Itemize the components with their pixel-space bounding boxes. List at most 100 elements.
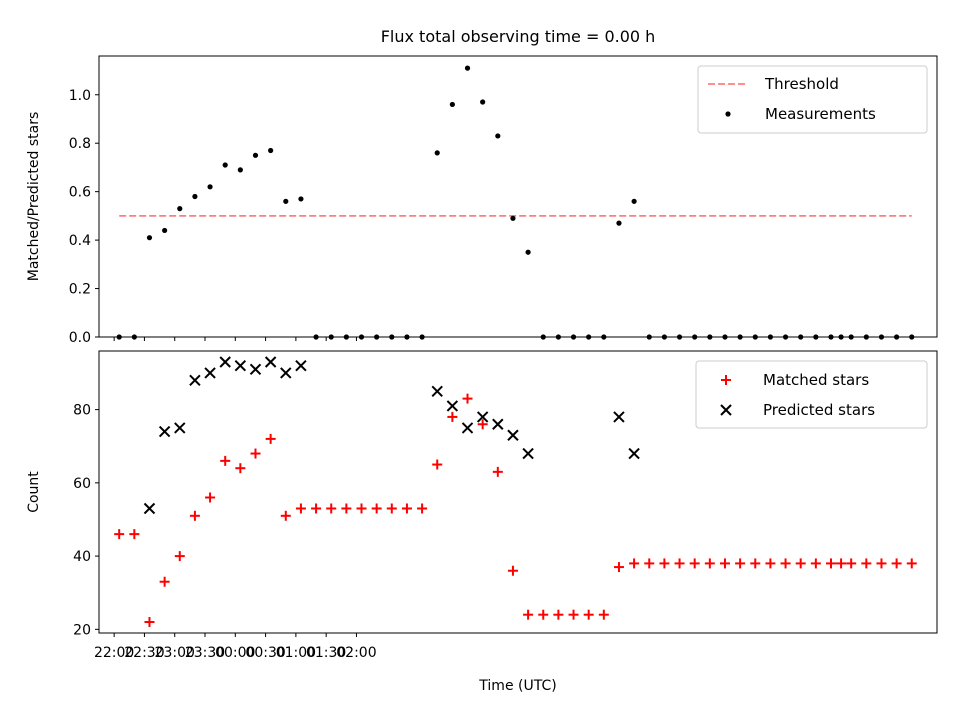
matched-point <box>583 609 594 620</box>
matched-point <box>735 558 746 569</box>
matched-point <box>432 459 443 470</box>
y-tick-label: 0.2 <box>69 282 91 298</box>
y-tick-label: 1.0 <box>69 88 91 104</box>
measurement-point <box>449 101 455 108</box>
predicted-point-b <box>158 425 171 438</box>
measurement-point <box>510 215 516 221</box>
x-tick-label: 23:30 <box>185 645 225 661</box>
predicted-point <box>476 411 489 423</box>
legend-predicted-label: Predicted stars <box>763 401 875 419</box>
predicted-point-b <box>461 422 474 434</box>
matched-point <box>836 558 847 569</box>
matched-point <box>568 609 579 620</box>
y-tick-label: 0.0 <box>69 330 91 346</box>
y-tick-label: 20 <box>73 622 91 638</box>
matched-point <box>205 492 216 503</box>
matched-point <box>462 393 473 404</box>
matched-point <box>719 558 730 569</box>
predicted-point <box>219 356 231 368</box>
matched-point <box>250 448 261 459</box>
legend-box <box>695 360 928 429</box>
y-tick-label: 60 <box>73 476 91 492</box>
matched-point <box>629 558 640 569</box>
measurement-point <box>525 249 531 255</box>
x-axis-label: Time (UTC) <box>478 678 556 694</box>
figure-title: Flux total observing time = 0.00 h <box>381 27 656 46</box>
measurement-point <box>162 227 168 234</box>
measurement-point <box>434 150 440 156</box>
predicted-point-b <box>264 356 277 368</box>
y-tick-label: 0.8 <box>69 136 91 152</box>
x-tick-label: 23:00 <box>155 645 195 661</box>
x-tick-label: 22:30 <box>124 645 164 661</box>
measurement-point <box>495 133 501 139</box>
matched-point <box>326 503 337 514</box>
matched-point <box>750 558 761 569</box>
predicted-point <box>446 400 459 412</box>
measurement-point <box>631 198 637 204</box>
matched-point <box>356 503 367 514</box>
predicted-point <box>461 422 474 434</box>
matched-point <box>689 558 700 569</box>
predicted-point <box>158 425 171 438</box>
predicted-point-b <box>295 359 307 372</box>
predicted-point-b <box>189 374 201 387</box>
y-tick-label: 0.6 <box>69 185 91 201</box>
predicted-point <box>189 374 201 387</box>
measurement-point <box>480 99 486 105</box>
measurement-point <box>464 65 471 71</box>
matched-point <box>810 558 821 569</box>
x-tick-label: 22:00 <box>94 645 134 661</box>
x-tick-label: 01:00 <box>276 645 316 661</box>
y-axis-label: Matched/Predicted stars <box>26 112 42 282</box>
legend-box <box>697 65 928 134</box>
predicted-point-b <box>507 429 519 441</box>
matched-point <box>144 617 155 628</box>
predicted-point <box>507 429 519 441</box>
bottom-panel: Count 20 40 60 80 22:0022:3023:0023:3000:0000… <box>26 350 938 661</box>
legend-threshold-label: Threshold <box>764 75 839 93</box>
measurement-point <box>177 206 183 212</box>
predicted-point-b <box>219 356 231 368</box>
predicted-point-b <box>143 502 156 515</box>
measurement-point <box>222 162 228 168</box>
predicted-point <box>204 367 216 379</box>
matched-point <box>507 565 518 576</box>
matched-point <box>174 551 185 562</box>
matched-point <box>129 529 140 540</box>
predicted-point-b <box>204 367 216 379</box>
predicted-point <box>492 418 504 430</box>
matched-point <box>492 466 503 477</box>
matched-point <box>906 558 917 569</box>
legend: Threshold Measurements <box>697 65 928 134</box>
predicted-point-b <box>492 418 504 430</box>
matched-point <box>523 609 534 620</box>
matched-point <box>765 558 776 569</box>
matched-point <box>401 503 412 514</box>
measurement-point <box>283 198 289 204</box>
matched-point <box>598 609 609 620</box>
matched-point <box>295 503 306 514</box>
measurement-point <box>146 235 153 241</box>
axes-frame <box>98 55 938 338</box>
matched-point <box>341 503 352 514</box>
y-tick-label: 80 <box>73 403 91 419</box>
x-tick-label: 01:30 <box>306 645 346 661</box>
predicted-point-b <box>446 400 459 412</box>
matched-point <box>795 558 806 569</box>
matched-point <box>674 558 685 569</box>
predicted-point <box>174 422 186 434</box>
matched-point <box>280 510 291 521</box>
measurement-point <box>252 152 259 158</box>
x-tick-label: 00:00 <box>215 645 255 661</box>
matched-point <box>659 558 670 569</box>
predicted-point-b <box>613 411 625 423</box>
matched-point <box>371 503 382 514</box>
x-tick-label: 02:00 <box>336 645 376 661</box>
matched-point <box>189 510 200 521</box>
predicted-point-b <box>431 385 443 397</box>
matched-point <box>417 503 428 514</box>
matched-point <box>891 558 902 569</box>
axes-frame <box>98 350 938 634</box>
